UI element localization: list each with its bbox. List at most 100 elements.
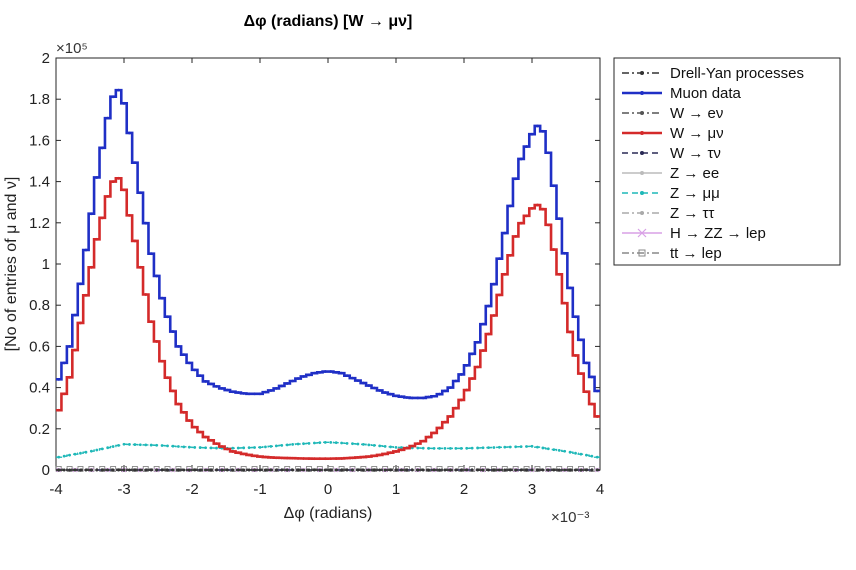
- data-point: [356, 379, 360, 382]
- y-tick-label: 0.4: [29, 380, 50, 397]
- data-point: [160, 296, 164, 300]
- data-point: [372, 454, 376, 458]
- legend-label: Z → ττ: [670, 205, 714, 222]
- data-point: [62, 361, 66, 365]
- y-tick-label: 0.6: [29, 338, 50, 355]
- data-point: [89, 265, 93, 269]
- data-point: [79, 451, 82, 455]
- data-point: [209, 446, 213, 450]
- axes: -4 -3 -2 -1 0 1 2 3 4 0 0.2 0.4 0.6 0.8 1 1.2 1.4 1.6 1.8 2: [29, 50, 604, 498]
- data-point: [274, 387, 278, 390]
- data-point: [247, 446, 251, 450]
- data-point: [443, 468, 447, 472]
- data-point: [133, 161, 137, 165]
- data-point: [563, 251, 567, 255]
- legend-marker: [640, 211, 644, 215]
- data-point: [95, 448, 99, 452]
- data-point: [447, 466, 454, 472]
- x-tick-label: 3: [528, 481, 536, 498]
- data-point: [536, 203, 539, 207]
- data-point: [73, 468, 77, 472]
- data-point: [503, 445, 507, 449]
- data-point: [427, 435, 431, 439]
- data-point: [465, 446, 469, 450]
- data-point: [84, 450, 88, 454]
- data-point: [530, 132, 534, 136]
- data-point: [236, 446, 240, 450]
- data-point: [79, 321, 82, 325]
- data-point: [160, 444, 164, 447]
- data-point: [323, 440, 327, 444]
- data-point: [215, 468, 218, 472]
- data-point: [313, 457, 316, 461]
- data-point: [197, 466, 204, 472]
- data-point: [421, 446, 425, 450]
- data-point: [285, 443, 289, 447]
- data-point: [208, 466, 214, 472]
- data-point: [149, 252, 153, 256]
- data-point: [128, 468, 131, 472]
- data-point: [242, 468, 246, 472]
- data-point: [514, 177, 518, 181]
- legend-entry: H → ZZ → lep: [622, 225, 766, 242]
- data-point: [508, 204, 512, 208]
- x-tick-label: 0: [324, 481, 332, 498]
- data-point: [356, 442, 360, 446]
- data-point: [585, 361, 588, 365]
- data-point: [77, 466, 84, 472]
- data-point: [501, 466, 508, 472]
- data-point: [193, 425, 197, 429]
- data-point: [523, 466, 530, 472]
- data-point: [204, 446, 208, 450]
- data-point: [492, 314, 496, 317]
- data-point: [345, 374, 349, 378]
- data-point: [274, 444, 278, 448]
- data-point: [351, 456, 354, 460]
- data-point: [454, 446, 458, 450]
- data-point: [459, 373, 463, 376]
- data-point: [372, 443, 376, 447]
- data-point: [111, 445, 115, 448]
- data-point: [421, 468, 425, 472]
- data-point: [351, 376, 354, 380]
- data-point: [329, 468, 333, 472]
- data-point: [568, 450, 572, 454]
- data-point: [57, 455, 61, 459]
- data-point: [204, 468, 208, 472]
- data-point: [427, 446, 431, 450]
- data-point: [318, 441, 322, 445]
- data-point: [405, 396, 409, 399]
- data-point: [177, 468, 180, 472]
- data-point: [89, 212, 93, 216]
- data-point: [160, 359, 164, 363]
- data-point: [449, 468, 452, 472]
- data-point: [187, 445, 191, 449]
- data-point: [215, 446, 218, 450]
- data-point: [166, 444, 169, 448]
- data-point: [149, 443, 153, 447]
- data-point: [345, 441, 349, 445]
- data-point: [438, 392, 441, 396]
- data-point: [302, 442, 305, 446]
- data-point: [155, 443, 159, 447]
- data-point: [209, 382, 213, 386]
- y-tick-label: 1.2: [29, 215, 50, 232]
- data-point: [111, 95, 115, 99]
- data-point: [492, 282, 496, 286]
- chart-title: Δφ (radians) [W → μν]: [244, 13, 413, 30]
- data-point: [106, 116, 110, 120]
- data-point: [73, 348, 77, 352]
- data-point: [361, 442, 365, 446]
- data-point: [177, 345, 180, 348]
- data-point: [160, 468, 164, 472]
- data-point: [367, 455, 371, 459]
- data-point: [340, 457, 343, 460]
- data-point: [481, 468, 485, 472]
- data-point: [296, 442, 300, 446]
- data-point: [345, 456, 349, 460]
- data-point: [193, 468, 197, 472]
- data-point: [514, 468, 518, 472]
- x-tick-label: -4: [49, 481, 62, 498]
- data-point: [220, 387, 224, 390]
